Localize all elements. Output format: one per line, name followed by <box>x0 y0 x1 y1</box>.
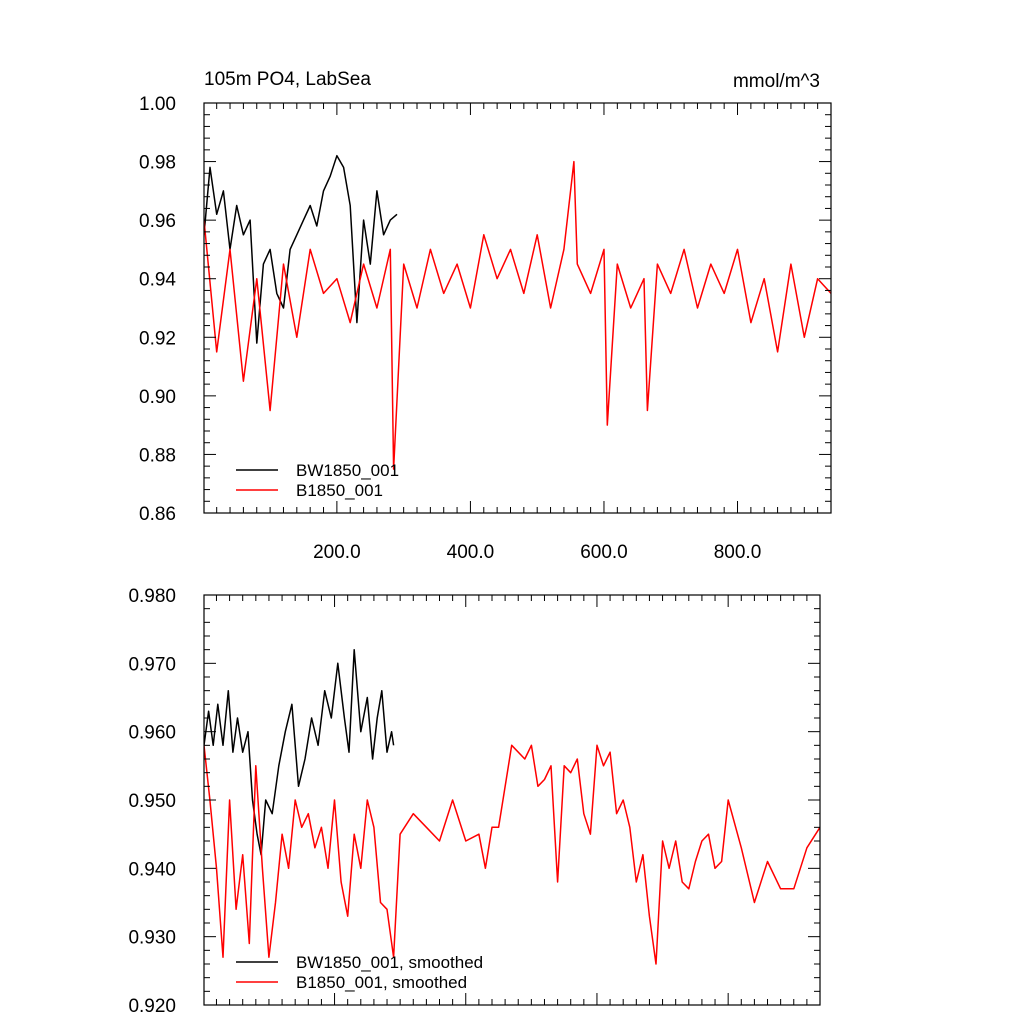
bottom-y-tick-label: 0.970 <box>128 654 176 675</box>
top-panel-data <box>204 154 831 470</box>
top-panel-title: 105m PO4, LabSea <box>204 69 371 90</box>
top-y-tick-label: 0.92 <box>139 328 176 349</box>
top-series-line-0 <box>204 154 398 344</box>
bottom-series-line-0 <box>204 648 395 856</box>
top-legend-label-1: B1850_001 <box>296 481 383 500</box>
top-y-tick-label: 0.86 <box>139 504 176 525</box>
top-panel-frame <box>203 102 832 514</box>
bottom-y-tick-label: 0.930 <box>128 928 176 949</box>
bottom-panel: 0.920 0.930 0.940 0.950 0.960 0.970 0.980 BW18… <box>128 586 821 1017</box>
top-x-tick-label: 800.0 <box>714 542 762 563</box>
top-panel-units: mmol/m^3 <box>733 71 820 92</box>
bottom-panel-frame <box>203 594 821 1006</box>
bottom-y-tick-label: 0.940 <box>128 859 176 880</box>
top-y-tick-label: 1.00 <box>139 94 176 115</box>
bottom-y-tick-label: 0.980 <box>128 586 176 607</box>
bottom-legend-label-1: B1850_001, smoothed <box>296 973 467 992</box>
bottom-series-line-1 <box>204 744 820 965</box>
top-x-tick-label: 200.0 <box>313 542 361 563</box>
top-y-tick-label: 0.90 <box>139 387 176 408</box>
bottom-panel-data <box>204 648 820 965</box>
top-panel: 105m PO4, LabSea mmol/m^3 0.860.880.900.… <box>139 69 832 563</box>
top-y-tick-label: 0.96 <box>139 211 176 232</box>
top-y-tick-label: 0.88 <box>139 445 176 466</box>
top-y-tick-label: 0.98 <box>139 153 176 174</box>
top-series-line-1 <box>204 160 831 470</box>
bottom-y-tick-label: 0.920 <box>128 996 176 1017</box>
top-y-tick-label: 0.94 <box>139 270 176 291</box>
bottom-y-tick-label: 0.960 <box>128 723 176 744</box>
bottom-y-tick-label: 0.950 <box>128 791 176 812</box>
top-x-tick-label: 600.0 <box>580 542 628 563</box>
top-legend-label-0: BW1850_001 <box>296 461 399 480</box>
bottom-legend-label-0: BW1850_001, smoothed <box>296 953 483 972</box>
top-panel-axes: 0.86 0.88 0.90 0.92 0.94 0.96 0.98 1.00 200.0 400… <box>139 94 831 563</box>
bottom-panel-axes: 0.920 0.930 0.940 0.950 0.960 0.970 0.980 <box>128 586 820 1017</box>
top-x-tick-label: 400.0 <box>447 542 495 563</box>
